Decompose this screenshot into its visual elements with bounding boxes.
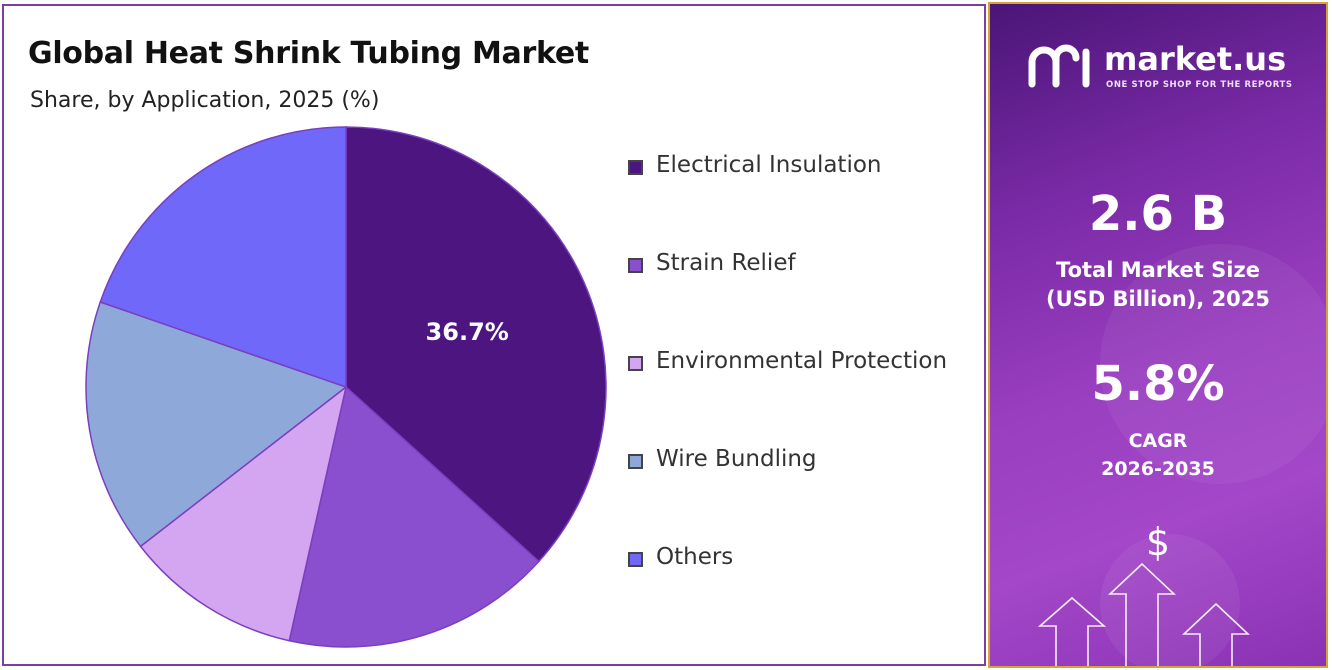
legend-label: Environmental Protection <box>656 348 948 374</box>
pie-slice-electrical-insulation <box>345 126 607 563</box>
cagr-value: 5.8% <box>1091 356 1225 412</box>
growth-arrows-illustration <box>1037 244 1326 666</box>
brand-logo-icon <box>1028 44 1090 88</box>
legend-label: Wire Bundling <box>656 446 817 472</box>
legend-swatch <box>628 454 643 469</box>
market-size-label-line1: Total Market Size <box>1056 258 1260 282</box>
chart-title: Global Heat Shrink Tubing Market <box>28 36 589 71</box>
dollar-icon: $ <box>1145 520 1171 564</box>
cagr-label-line2: 2026-2035 <box>1101 458 1215 480</box>
legend-label: Strain Relief <box>656 250 796 276</box>
pie-slice-others <box>99 126 347 389</box>
market-size-value: 2.6 B <box>1088 186 1228 242</box>
legend-item: Electrical Insulation <box>628 150 988 186</box>
pie-slice-environmental-protection <box>139 385 348 642</box>
legend-swatch <box>628 160 643 175</box>
legend-swatch <box>628 258 643 273</box>
legend-item: Others <box>628 542 988 578</box>
legend-swatch <box>628 356 643 371</box>
summary-sidebar: market.us ONE STOP SHOP FOR THE REPORTS … <box>988 2 1328 668</box>
brand-tagline: ONE STOP SHOP FOR THE REPORTS <box>1106 80 1293 90</box>
pie-slice-wire-bundling <box>85 301 348 548</box>
legend-item: Strain Relief <box>628 248 988 284</box>
pie-data-label: 36.7% <box>426 318 509 346</box>
market-size-label-line2: (USD Billion), 2025 <box>1045 287 1271 311</box>
pie-chart: 36.7% <box>85 126 607 648</box>
pie-slice-strain-relief <box>288 385 540 648</box>
legend-item: Wire Bundling <box>628 444 988 480</box>
legend-label: Others <box>656 544 734 570</box>
chart-subtitle: Share, by Application, 2025 (%) <box>30 88 380 113</box>
cagr-label-line1: CAGR <box>1128 430 1188 452</box>
brand-logo: market.us ONE STOP SHOP FOR THE REPORTS <box>1026 40 1306 100</box>
legend-label: Electrical Insulation <box>656 152 882 178</box>
legend-item: Environmental Protection <box>628 346 988 382</box>
legend-swatch <box>628 552 643 567</box>
brand-name: market.us <box>1104 40 1287 78</box>
